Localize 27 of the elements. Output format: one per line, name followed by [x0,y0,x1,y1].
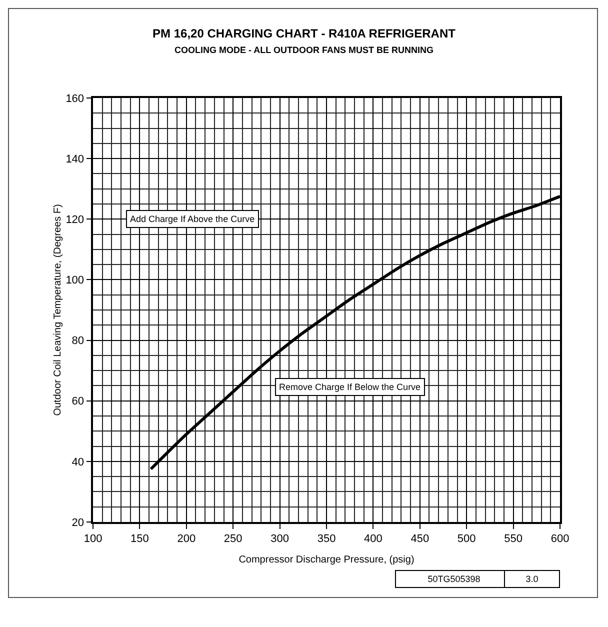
x-tick-label: 550 [504,532,522,545]
x-tick-label: 400 [364,532,382,545]
x-tick-label: 450 [410,532,430,545]
y-tick-label: 80 [72,335,84,348]
x-tick-label: 150 [130,532,149,545]
text: 3.0 [526,574,538,584]
annotation: Add Charge If Above the Curve [130,214,255,224]
chart-title: PM 16,20 CHARGING CHART - R410A REFRIGERANT [152,26,456,41]
chart-subtitle: COOLING MODE - ALL OUTDOOR FANS MUST BE RUNNING [174,45,434,56]
y-tick-label: 20 [72,516,84,529]
y-tick-label: 140 [66,153,84,166]
x-tick-label: 200 [177,532,196,545]
y-tick-label: 120 [66,214,84,226]
y-tick-label: 60 [72,396,84,408]
x-tick-label: 500 [457,532,476,545]
y-tick-label: 160 [66,92,84,105]
x-tick-label: 600 [550,532,570,545]
y-tick-label: 100 [66,274,84,287]
x-tick-label: 100 [84,532,102,545]
x-tick-label: 350 [317,532,336,545]
y-tick-label: 40 [72,456,84,468]
x-axis-title: Compressor Discharge Pressure, (psig) [238,554,414,566]
x-tick-label: 300 [270,532,289,545]
annotation: Remove Charge If Below the Curve [279,382,421,392]
text: 50TG505398 [428,574,480,584]
x-tick-label: 250 [224,532,242,545]
y-axis-title: Outdoor Coil Leaving Temperature, (Degrees F) [52,204,64,416]
